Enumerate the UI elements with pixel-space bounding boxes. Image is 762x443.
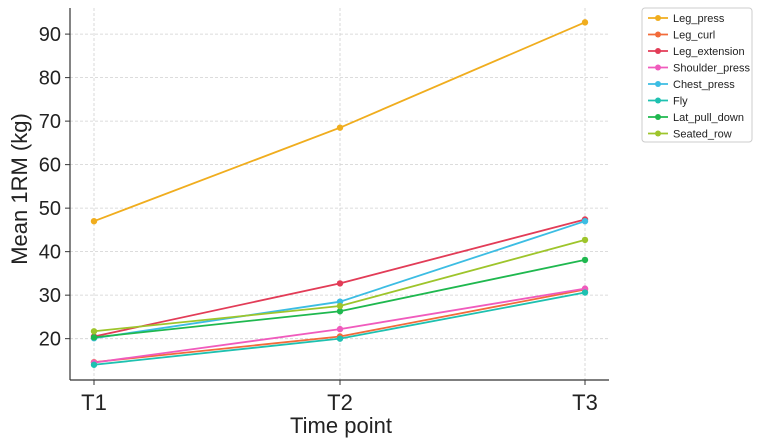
series-group xyxy=(90,19,589,368)
legend-item: Fly xyxy=(648,96,688,108)
series-lat-pull-down xyxy=(90,256,589,341)
series-shoulder-press xyxy=(90,285,589,366)
series-fly xyxy=(90,289,589,368)
y-axis-label: Mean 1RM (kg) xyxy=(7,113,32,265)
series-seated-row xyxy=(90,236,589,335)
data-point xyxy=(581,256,589,264)
legend-label: Lat_pull_down xyxy=(673,112,744,124)
series-chest-press xyxy=(90,217,589,342)
y-tick-label: 50 xyxy=(39,198,61,220)
legend-item: Lat_pull_down xyxy=(648,112,744,124)
data-point xyxy=(90,328,98,335)
data-point xyxy=(581,236,589,244)
data-point xyxy=(336,302,344,310)
series-line xyxy=(93,218,586,338)
legend-label: Seated_row xyxy=(673,129,732,141)
legend-item: Leg_extension xyxy=(648,46,745,58)
data-point xyxy=(336,325,344,333)
data-point xyxy=(336,124,344,131)
y-tick-label: 60 xyxy=(39,155,61,177)
legend-swatch-marker xyxy=(655,64,661,71)
data-point xyxy=(581,289,589,296)
x-tick-label: T3 xyxy=(572,390,598,415)
legend-swatch-marker xyxy=(655,130,661,137)
legend-swatch-marker xyxy=(655,48,661,54)
legend-item: Seated_row xyxy=(648,129,732,141)
series-leg-extension xyxy=(90,216,589,340)
y-tick-label: 90 xyxy=(39,24,61,46)
data-point xyxy=(336,280,344,287)
x-tick-label: T2 xyxy=(327,390,353,415)
series-line xyxy=(93,21,586,223)
y-tick-label: 80 xyxy=(39,68,61,90)
x-axis-label: Time point xyxy=(290,413,392,438)
legend-swatch-marker xyxy=(655,15,661,21)
legend-label: Leg_press xyxy=(673,13,725,25)
y-tick-label: 20 xyxy=(39,329,61,351)
y-tick-label: 30 xyxy=(39,285,61,307)
legend-item: Leg_curl xyxy=(648,30,715,42)
data-point xyxy=(90,334,98,341)
legend-label: Leg_curl xyxy=(673,30,715,42)
data-point xyxy=(90,361,98,368)
data-point xyxy=(581,217,589,225)
legend-label: Leg_extension xyxy=(673,46,745,58)
y-tick-label: 40 xyxy=(39,242,61,264)
x-ticks: T1 T2 T3 xyxy=(81,380,598,415)
legend-swatch-marker xyxy=(655,97,661,104)
y-tick-label: 70 xyxy=(39,111,61,133)
legend-swatch-marker xyxy=(655,81,661,87)
legend-item: Leg_press xyxy=(648,13,725,25)
legend-swatch-marker xyxy=(655,31,661,38)
legend-label: Shoulder_press xyxy=(673,63,751,75)
data-point xyxy=(581,19,589,26)
legend-swatch-marker xyxy=(655,114,661,120)
legend-label: Chest_press xyxy=(673,79,735,91)
legend-frame xyxy=(641,7,753,143)
legend: Leg_press Leg_curl Leg_extension Shoulder_p… xyxy=(641,7,753,143)
x-tick-label: T1 xyxy=(81,390,107,415)
data-point xyxy=(336,308,344,315)
data-point xyxy=(336,335,344,342)
data-point xyxy=(90,217,98,225)
grid-lines xyxy=(70,8,609,380)
series-leg-press xyxy=(90,19,589,225)
legend-item: Chest_press xyxy=(648,79,735,91)
legend-label: Fly xyxy=(673,96,688,108)
legend-item: Shoulder_press xyxy=(648,63,751,75)
y-ticks: 20 30 40 50 60 70 80 90 xyxy=(39,24,70,351)
